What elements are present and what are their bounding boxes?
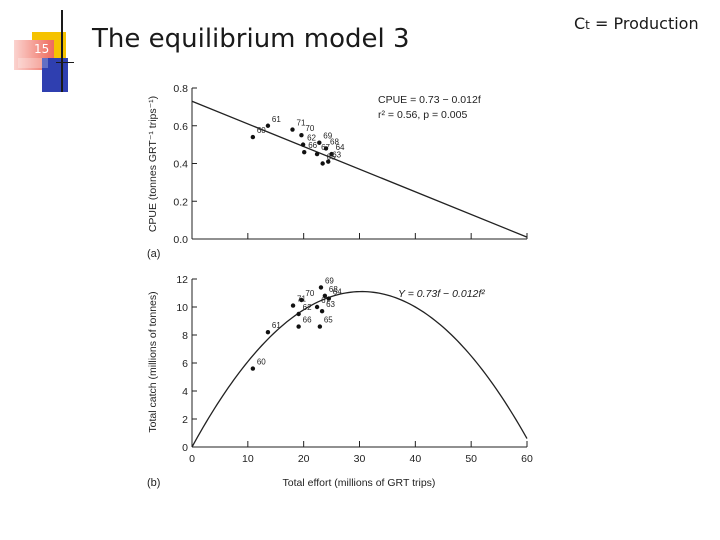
panel-b-point-label-60: 60 bbox=[257, 358, 266, 367]
panel-a-point-label-60: 60 bbox=[257, 126, 266, 135]
slide-title: The equilibrium model 3 bbox=[92, 24, 410, 54]
panel-b-x-tick-label: 30 bbox=[354, 453, 366, 465]
panel-a-point-60 bbox=[250, 134, 256, 140]
panel-b-point-label-66: 66 bbox=[303, 316, 312, 325]
slide-note: Ct = Production bbox=[574, 14, 699, 33]
panel-b-point-label-67: 67 bbox=[321, 296, 330, 305]
panel-b-x-tick-label: 50 bbox=[465, 453, 477, 465]
panel-b-point-label-65: 65 bbox=[324, 316, 333, 325]
panel-b-point-67 bbox=[314, 304, 320, 310]
panel-a-point-label-70: 70 bbox=[305, 124, 314, 133]
panel-b-point-64 bbox=[326, 296, 331, 301]
panel-a-point-label-68: 68 bbox=[330, 137, 339, 146]
panel-a-point-label-61: 61 bbox=[272, 115, 281, 124]
panel-a-y-tick-label: 0.6 bbox=[173, 121, 188, 133]
panel-b-y-tick-label: 12 bbox=[176, 274, 188, 286]
panel-b-point-61 bbox=[265, 330, 271, 335]
panel-b-point-label-62: 62 bbox=[303, 303, 312, 312]
panel-a-point-65 bbox=[320, 161, 325, 166]
panel-b-point-70 bbox=[299, 297, 304, 303]
panel-a-fit-line bbox=[191, 100, 528, 238]
panel-a-point-label-69: 69 bbox=[323, 132, 332, 141]
panel-b-point-66 bbox=[296, 324, 301, 329]
panel-a-point-label-63: 63 bbox=[332, 151, 341, 160]
panel-b-fit-line bbox=[191, 290, 528, 448]
panel-a-point-label-65: 65 bbox=[327, 153, 336, 162]
panel-b-x-tick-label: 40 bbox=[409, 453, 421, 465]
slide-note-sub: t bbox=[585, 18, 590, 32]
panel-b-point-label-69: 69 bbox=[325, 276, 334, 285]
panel-a-point-label-71: 71 bbox=[297, 119, 306, 128]
panel-b-point-65 bbox=[317, 324, 323, 329]
panel-b-xlabel: Total effort (millions of GRT trips) bbox=[283, 477, 436, 489]
panel-a-annotation-2: r² = 0.56, p = 0.005 bbox=[378, 109, 467, 121]
panel-a-point-62 bbox=[300, 142, 306, 147]
panel-b-y-tick-label: 0 bbox=[182, 442, 188, 454]
panel-a-point-66 bbox=[302, 149, 307, 155]
panel-a-label: (a) bbox=[147, 248, 160, 260]
panel-b-point-label-61: 61 bbox=[272, 321, 281, 330]
panel-a-point-61 bbox=[265, 123, 271, 128]
panel-a-point-label-66: 66 bbox=[308, 141, 317, 150]
panel-b-x-tick-label: 0 bbox=[189, 453, 195, 465]
accent-divider-line-short bbox=[56, 62, 74, 63]
panel-b-x-tick-label: 10 bbox=[242, 453, 254, 465]
panel-b: Total catch (millions of tonnes) Total e… bbox=[147, 274, 533, 489]
panel-a-point-67 bbox=[314, 151, 320, 157]
slide-number: 15 bbox=[34, 42, 50, 56]
panel-a-point-63 bbox=[326, 159, 331, 164]
panel-b-point-60 bbox=[250, 366, 256, 371]
panel-b-y-tick-label: 2 bbox=[182, 414, 188, 426]
panel-a-y-tick-label: 0.0 bbox=[173, 234, 188, 246]
panel-a-point-68 bbox=[323, 146, 329, 151]
panel-a-y-tick-label: 0.2 bbox=[173, 196, 188, 208]
panel-a-point-71 bbox=[290, 127, 295, 132]
panel-a-point-label-62: 62 bbox=[307, 134, 316, 143]
panel-a-point-69 bbox=[317, 140, 322, 145]
panel-a-annotation-1: CPUE = 0.73 − 0.012f bbox=[378, 94, 481, 106]
panel-b-point-label-63: 63 bbox=[326, 300, 335, 309]
panel-b-label: (b) bbox=[147, 477, 160, 489]
panel-a-y-tick-label: 0.8 bbox=[173, 83, 188, 95]
panel-b-point-69 bbox=[318, 285, 324, 290]
panel-a: CPUE (tonnes GRT⁻¹ trips⁻¹) (a) CPUE = 0… bbox=[147, 83, 528, 260]
panel-b-point-63 bbox=[319, 309, 325, 314]
panel-b-y-tick-label: 6 bbox=[182, 358, 188, 370]
panel-b-x-tick-label: 60 bbox=[521, 453, 533, 465]
panel-b-point-62 bbox=[296, 311, 301, 317]
panel-b-y-tick-label: 8 bbox=[182, 330, 188, 342]
panel-b-point-71 bbox=[290, 303, 296, 308]
panel-b-point-label-70: 70 bbox=[305, 289, 314, 298]
panel-b-annotation: Y = 0.73f − 0.012f² bbox=[398, 288, 485, 300]
panel-a-ylabel: CPUE (tonnes GRT⁻¹ trips⁻¹) bbox=[147, 96, 159, 232]
panel-a-y-tick-label: 0.4 bbox=[173, 159, 188, 171]
slide-note-rest: = Production bbox=[589, 14, 699, 33]
panel-b-point-label-68: 68 bbox=[329, 285, 338, 294]
slide-note-main: C bbox=[574, 14, 586, 33]
panel-a-point-64 bbox=[329, 151, 334, 157]
accent-stripe bbox=[18, 58, 48, 68]
panel-b-y-tick-label: 10 bbox=[176, 302, 188, 314]
panel-b-point-68 bbox=[322, 293, 328, 298]
accent-blue-square bbox=[42, 58, 68, 92]
panel-b-x-tick-label: 20 bbox=[298, 453, 310, 465]
panel-b-point-label-64: 64 bbox=[333, 288, 342, 297]
panel-a-point-label-64: 64 bbox=[336, 143, 345, 152]
panel-a-point-70 bbox=[299, 132, 304, 138]
panel-b-ylabel: Total catch (millions of tonnes) bbox=[147, 291, 159, 432]
panel-b-y-tick-label: 4 bbox=[182, 386, 188, 398]
accent-divider-line bbox=[61, 10, 63, 92]
